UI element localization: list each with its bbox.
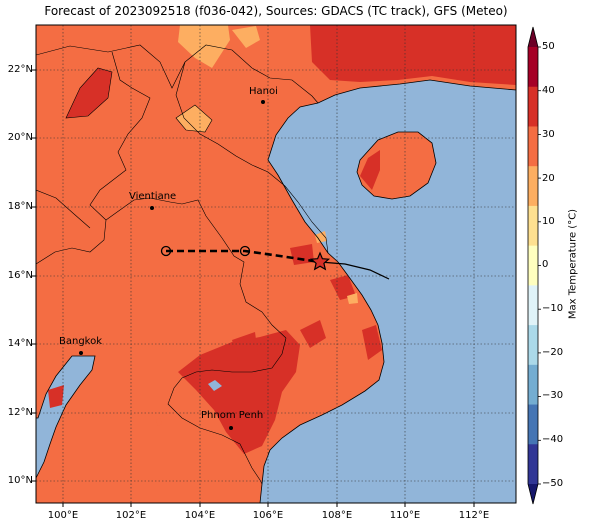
warm-zone-north-b bbox=[232, 26, 260, 48]
colorbar-tick-label: −30 bbox=[542, 390, 564, 401]
lat-tick-label: 20°N bbox=[7, 132, 33, 143]
colorbar-overflow-low bbox=[528, 484, 538, 504]
colorbar-tick-label: 20 bbox=[542, 173, 555, 184]
hot-zone-coast-a bbox=[330, 275, 356, 300]
colorbar-band bbox=[528, 47, 538, 88]
current-position-star bbox=[309, 251, 331, 271]
hot-zone-mekong bbox=[300, 320, 326, 348]
colorbar-band bbox=[528, 285, 538, 326]
hot-zone-north bbox=[310, 25, 516, 85]
colorbar-band bbox=[528, 86, 538, 127]
axis-ticks bbox=[32, 69, 475, 507]
tonle-sap-lake bbox=[208, 380, 222, 391]
track-observed-line bbox=[319, 261, 390, 280]
country-borders bbox=[36, 44, 329, 485]
hot-zone-northwest bbox=[66, 68, 112, 118]
hot-zone-west bbox=[48, 385, 64, 408]
hot-zone-cambodia bbox=[178, 330, 300, 454]
lat-tick-label: 18°N bbox=[7, 201, 33, 212]
track-position-marker bbox=[239, 245, 251, 257]
gridlines bbox=[36, 25, 516, 503]
colorbar-tick-label: 10 bbox=[542, 216, 555, 227]
hot-zone-coast-b bbox=[362, 325, 382, 360]
gulf-island bbox=[156, 418, 162, 426]
hot-zone-south bbox=[232, 332, 258, 360]
map-title: Forecast of 2023092518 (f036-042), Sourc… bbox=[44, 4, 508, 18]
lat-tick-label: 10°N bbox=[7, 475, 33, 486]
city-label-hanoi: Hanoi bbox=[249, 86, 278, 97]
city-label-vientiane: Vientiane bbox=[129, 191, 177, 202]
colorbar-overflow-high bbox=[528, 27, 538, 47]
colorbar-band bbox=[528, 325, 538, 366]
colorbar-band bbox=[528, 404, 538, 445]
city-markers bbox=[79, 100, 265, 430]
colorbar-band bbox=[528, 364, 538, 406]
colorbar-band bbox=[528, 166, 538, 207]
warm-zone-coast-a bbox=[347, 293, 358, 304]
warm-zone-central bbox=[176, 105, 212, 132]
colorbar-band bbox=[528, 205, 538, 247]
city-dot-vientiane bbox=[150, 206, 154, 210]
hainan-island bbox=[357, 132, 436, 199]
city-dot-phnom-penh bbox=[229, 426, 233, 430]
colorbar-band bbox=[528, 126, 538, 167]
map-frame bbox=[35, 24, 517, 504]
lat-tick-label: 14°N bbox=[7, 338, 33, 349]
colorbar-tick-label: 50 bbox=[542, 41, 555, 52]
cyclone-track bbox=[160, 245, 390, 280]
city-dot-hanoi bbox=[261, 100, 265, 104]
colorbar-band bbox=[528, 444, 538, 485]
colorbar-tick-label: −50 bbox=[542, 478, 564, 489]
colorbar-band bbox=[528, 245, 538, 286]
lon-tick-label: 100°E bbox=[47, 510, 79, 521]
lon-tick-label: 108°E bbox=[321, 510, 353, 521]
colorbar-tick-label: 40 bbox=[542, 85, 555, 96]
track-forecast-line bbox=[166, 249, 321, 264]
colorbar-label: Max Temperature (°C) bbox=[567, 208, 579, 320]
colorbar-tick-label: −40 bbox=[542, 434, 564, 445]
track-position-marker bbox=[160, 245, 172, 257]
lon-tick-label: 112°E bbox=[458, 510, 490, 521]
city-label-phnom-penh: Phnom Penh bbox=[201, 410, 264, 421]
lat-tick-label: 16°N bbox=[7, 270, 33, 281]
colorbar-tick-label: −20 bbox=[542, 347, 564, 358]
colorbar-tick-label: 30 bbox=[542, 129, 555, 140]
landmass bbox=[36, 25, 516, 503]
lon-tick-label: 104°E bbox=[184, 510, 216, 521]
city-dot-bangkok bbox=[79, 351, 83, 355]
warm-zone-coast-b bbox=[315, 231, 327, 243]
lat-tick-label: 22°N bbox=[7, 64, 33, 75]
lat-tick-label: 12°N bbox=[7, 407, 33, 418]
lon-tick-label: 102°E bbox=[115, 510, 147, 521]
colorbar-tick-label: −10 bbox=[542, 303, 564, 314]
hot-zone-hainan bbox=[360, 150, 380, 190]
colorbar bbox=[527, 26, 541, 505]
hot-zone-laos bbox=[290, 244, 314, 265]
coastlines bbox=[36, 79, 516, 503]
city-label-bangkok: Bangkok bbox=[59, 336, 103, 347]
lon-tick-label: 110°E bbox=[389, 510, 421, 521]
lon-tick-label: 106°E bbox=[252, 510, 284, 521]
colorbar-tick-label: 0 bbox=[542, 259, 549, 270]
